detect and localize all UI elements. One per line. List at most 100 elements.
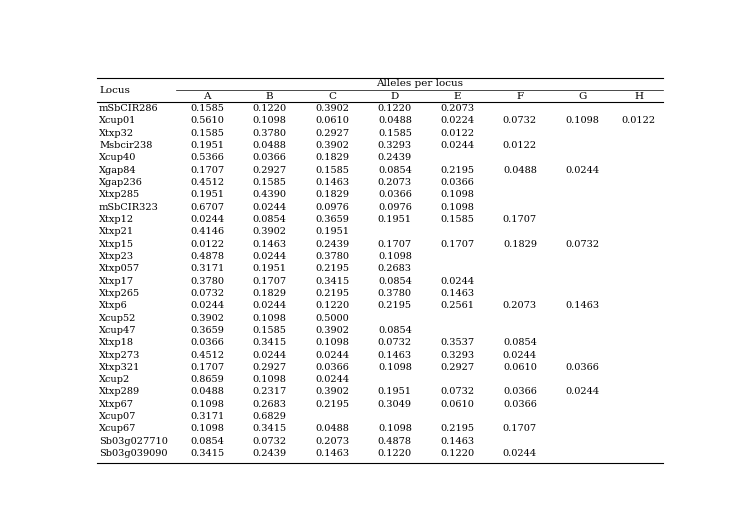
Text: 0.3902: 0.3902 xyxy=(315,388,349,397)
Text: H: H xyxy=(634,92,643,101)
Text: Msbcir238: Msbcir238 xyxy=(99,141,152,150)
Text: 0.0244: 0.0244 xyxy=(253,203,287,212)
Text: 0.0976: 0.0976 xyxy=(315,203,349,212)
Text: 0.1585: 0.1585 xyxy=(378,129,412,138)
Text: Sb03g027710: Sb03g027710 xyxy=(99,437,168,446)
Text: 0.1707: 0.1707 xyxy=(190,166,224,175)
Text: 0.0366: 0.0366 xyxy=(503,400,537,409)
Text: 0.5366: 0.5366 xyxy=(190,153,224,162)
Text: 0.1098: 0.1098 xyxy=(441,190,474,199)
Text: 0.1707: 0.1707 xyxy=(440,240,474,249)
Text: 0.1463: 0.1463 xyxy=(315,178,349,187)
Text: 0.1220: 0.1220 xyxy=(253,104,287,113)
Text: 0.0854: 0.0854 xyxy=(378,326,412,335)
Text: 0.0244: 0.0244 xyxy=(190,215,224,224)
Text: 0.2073: 0.2073 xyxy=(315,437,349,446)
Text: 0.1585: 0.1585 xyxy=(441,215,474,224)
Text: 0.1707: 0.1707 xyxy=(253,277,287,286)
Text: Xgap84: Xgap84 xyxy=(99,166,137,175)
Text: Xtxp285: Xtxp285 xyxy=(99,190,140,199)
Text: 0.3171: 0.3171 xyxy=(190,264,224,273)
Text: 0.1220: 0.1220 xyxy=(315,301,349,310)
Text: 0.0122: 0.0122 xyxy=(621,116,655,125)
Text: 0.0488: 0.0488 xyxy=(253,141,286,150)
Text: mSbCIR286: mSbCIR286 xyxy=(99,104,159,113)
Text: 0.0366: 0.0366 xyxy=(190,338,224,347)
Text: Xtxp265: Xtxp265 xyxy=(99,289,140,298)
Text: Xtxp67: Xtxp67 xyxy=(99,400,134,409)
Text: 0.1829: 0.1829 xyxy=(253,289,286,298)
Text: Xtxp15: Xtxp15 xyxy=(99,240,134,249)
Text: Xtxp12: Xtxp12 xyxy=(99,215,134,224)
Text: 0.0488: 0.0488 xyxy=(503,166,537,175)
Text: 0.0732: 0.0732 xyxy=(440,388,474,397)
Text: mSbCIR323: mSbCIR323 xyxy=(99,203,159,212)
Text: G: G xyxy=(578,92,587,101)
Text: 0.0854: 0.0854 xyxy=(503,338,537,347)
Text: 0.0244: 0.0244 xyxy=(253,301,287,310)
Text: 0.0244: 0.0244 xyxy=(565,166,600,175)
Text: 0.4878: 0.4878 xyxy=(190,252,224,261)
Text: 0.3780: 0.3780 xyxy=(315,252,349,261)
Text: C: C xyxy=(328,92,336,101)
Text: 0.0244: 0.0244 xyxy=(440,277,474,286)
Text: 0.0610: 0.0610 xyxy=(503,363,537,372)
Text: Sb03g039090: Sb03g039090 xyxy=(99,449,168,458)
Text: 0.6829: 0.6829 xyxy=(253,412,286,421)
Text: 0.1951: 0.1951 xyxy=(378,388,412,397)
Text: 0.1098: 0.1098 xyxy=(378,363,412,372)
Text: 0.1098: 0.1098 xyxy=(253,314,286,323)
Text: 0.3902: 0.3902 xyxy=(315,141,349,150)
Text: 0.2927: 0.2927 xyxy=(440,363,474,372)
Text: 0.0976: 0.0976 xyxy=(378,203,412,212)
Text: 0.3902: 0.3902 xyxy=(253,227,286,236)
Text: 0.0122: 0.0122 xyxy=(190,240,224,249)
Text: Xtxp057: Xtxp057 xyxy=(99,264,140,273)
Text: 0.3659: 0.3659 xyxy=(190,326,224,335)
Text: Xtxp6: Xtxp6 xyxy=(99,301,128,310)
Text: 0.1951: 0.1951 xyxy=(190,190,224,199)
Text: F: F xyxy=(516,92,524,101)
Text: 0.2073: 0.2073 xyxy=(503,301,537,310)
Text: 0.0854: 0.0854 xyxy=(190,437,224,446)
Text: 0.2195: 0.2195 xyxy=(378,301,412,310)
Text: 0.0244: 0.0244 xyxy=(253,351,287,360)
Text: E: E xyxy=(453,92,461,101)
Text: 0.0488: 0.0488 xyxy=(378,116,412,125)
Text: 0.2195: 0.2195 xyxy=(315,400,349,409)
Text: 0.2195: 0.2195 xyxy=(440,166,474,175)
Text: 0.2195: 0.2195 xyxy=(440,424,474,433)
Text: 0.8659: 0.8659 xyxy=(190,375,224,384)
Text: 0.5000: 0.5000 xyxy=(315,314,349,323)
Text: Xcup47: Xcup47 xyxy=(99,326,137,335)
Text: Alleles per locus: Alleles per locus xyxy=(376,79,463,88)
Text: 0.0488: 0.0488 xyxy=(190,388,224,397)
Text: 0.6707: 0.6707 xyxy=(190,203,224,212)
Text: 0.3415: 0.3415 xyxy=(253,424,287,433)
Text: 0.3171: 0.3171 xyxy=(190,412,224,421)
Text: 0.3902: 0.3902 xyxy=(190,314,224,323)
Text: 0.1463: 0.1463 xyxy=(565,301,600,310)
Text: Xcup40: Xcup40 xyxy=(99,153,137,162)
Text: 0.1463: 0.1463 xyxy=(378,351,412,360)
Text: 0.3537: 0.3537 xyxy=(440,338,474,347)
Text: 0.0122: 0.0122 xyxy=(440,129,474,138)
Text: 0.0488: 0.0488 xyxy=(315,424,349,433)
Text: Xtxp273: Xtxp273 xyxy=(99,351,140,360)
Text: 0.2927: 0.2927 xyxy=(253,166,287,175)
Text: 0.0366: 0.0366 xyxy=(441,178,474,187)
Text: 0.1220: 0.1220 xyxy=(440,449,474,458)
Text: Xcup52: Xcup52 xyxy=(99,314,137,323)
Text: 0.2927: 0.2927 xyxy=(253,363,287,372)
Text: 0.1098: 0.1098 xyxy=(190,400,224,409)
Text: 0.0732: 0.0732 xyxy=(253,437,287,446)
Text: 0.1707: 0.1707 xyxy=(190,363,224,372)
Text: 0.1707: 0.1707 xyxy=(378,240,412,249)
Text: 0.0366: 0.0366 xyxy=(565,363,600,372)
Text: 0.3780: 0.3780 xyxy=(190,277,224,286)
Text: 0.2317: 0.2317 xyxy=(252,388,287,397)
Text: 0.1098: 0.1098 xyxy=(253,375,286,384)
Text: 0.0854: 0.0854 xyxy=(378,166,412,175)
Text: 0.3902: 0.3902 xyxy=(315,104,349,113)
Text: 0.2683: 0.2683 xyxy=(378,264,412,273)
